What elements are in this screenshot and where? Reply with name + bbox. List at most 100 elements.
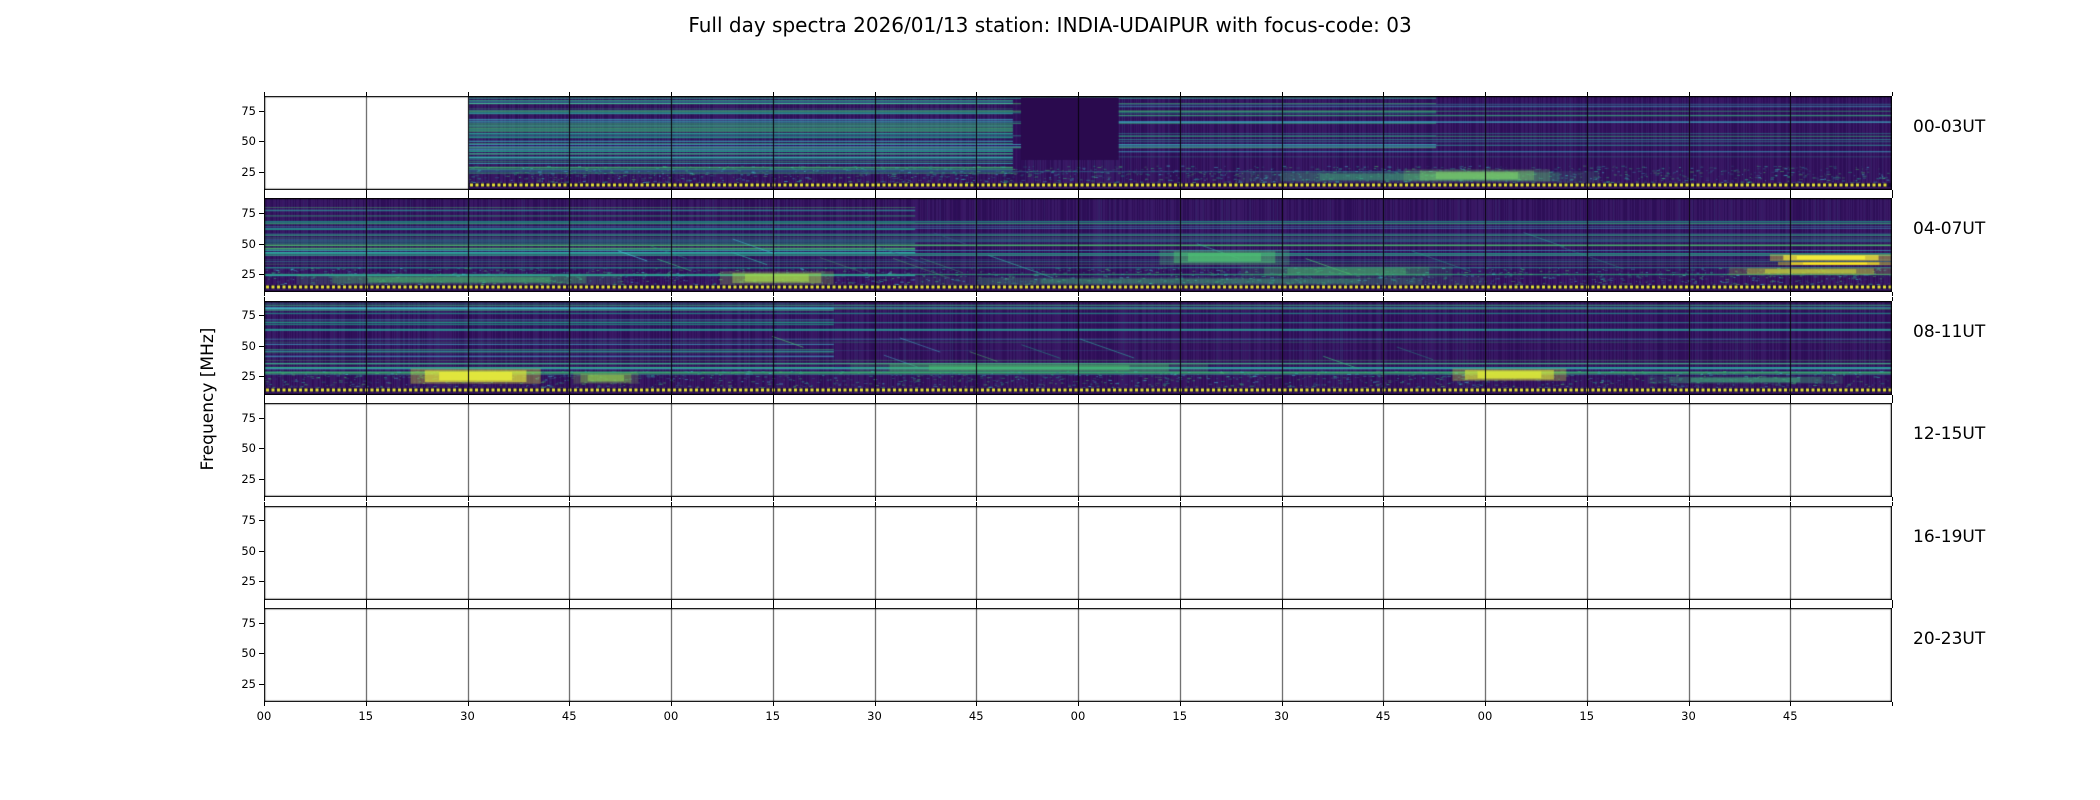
x-tick-mark — [1892, 702, 1893, 706]
x-tick-mark — [1383, 604, 1385, 608]
x-tick-mark — [1586, 292, 1588, 297]
x-tick-mark — [874, 92, 876, 96]
x-tick-mark — [1790, 194, 1792, 199]
spectrogram-panel-16-19UT — [264, 505, 1892, 600]
x-tick-mark — [569, 296, 571, 301]
x-tick-mark — [874, 394, 876, 399]
x-tick-mark — [1485, 194, 1486, 199]
x-tick-mark — [365, 599, 367, 604]
x-tick-mark — [976, 394, 978, 399]
x-tick-mark — [772, 604, 774, 608]
x-tick-mark — [365, 399, 367, 404]
y-tick-label: 75 — [241, 308, 256, 323]
x-tick-mark — [671, 399, 672, 404]
x-tick-mark — [1688, 296, 1690, 301]
x-tick-mark — [1179, 394, 1181, 399]
x-tick-mark — [976, 296, 978, 301]
y-tick-label: 75 — [241, 206, 256, 221]
y-tick-label: 25 — [241, 164, 256, 179]
x-tick-mark — [874, 296, 876, 301]
spectrogram-canvas — [264, 608, 1892, 702]
x-tick-mark — [1892, 194, 1893, 199]
x-tick-mark — [671, 92, 672, 96]
x-tick-mark — [365, 92, 367, 96]
x-tick-mark — [671, 702, 672, 706]
x-tick-mark — [1383, 296, 1385, 301]
x-tick-mark — [467, 394, 469, 399]
y-tick-label: 25 — [241, 267, 256, 282]
x-tick-mark — [264, 604, 265, 608]
x-tick-mark — [569, 604, 571, 608]
x-tick-mark — [1892, 497, 1893, 502]
x-tick-mark — [1790, 702, 1792, 706]
x-tick-mark — [1485, 497, 1486, 502]
y-tick-mark — [259, 243, 264, 245]
x-tick-mark — [1485, 394, 1486, 399]
x-tick-mark — [1281, 702, 1283, 706]
x-tick-label: 30 — [1274, 709, 1289, 723]
x-tick-mark — [569, 92, 571, 96]
x-tick-mark — [1281, 190, 1283, 194]
x-tick-mark — [874, 497, 876, 502]
x-tick-mark — [1078, 296, 1079, 301]
x-tick-mark — [467, 604, 469, 608]
y-tick-mark — [259, 683, 264, 685]
x-tick-label: 00 — [663, 709, 679, 723]
y-tick-label: 50 — [241, 338, 256, 353]
y-tick-label: 75 — [241, 103, 256, 118]
y-tick-mark — [259, 213, 264, 215]
x-tick-mark — [976, 604, 978, 608]
y-tick-label: 75 — [241, 615, 256, 630]
x-tick-mark — [671, 190, 672, 194]
x-tick-mark — [1485, 296, 1486, 301]
x-tick-mark — [1179, 292, 1181, 297]
y-tick-label: 25 — [241, 471, 256, 486]
x-tick-mark — [1485, 92, 1486, 96]
x-tick-mark — [365, 702, 367, 706]
x-tick-mark — [1383, 92, 1385, 96]
x-tick-mark — [1892, 292, 1893, 297]
x-tick-mark — [1281, 194, 1283, 199]
x-tick-mark — [264, 497, 265, 502]
x-tick-mark — [874, 599, 876, 604]
x-tick-mark — [1485, 702, 1486, 706]
x-tick-label: 45 — [561, 709, 577, 723]
spectrogram-panel-20-23UT — [264, 608, 1892, 702]
x-tick-mark — [976, 702, 978, 706]
x-tick-mark — [365, 501, 367, 506]
x-tick-mark — [1688, 599, 1690, 604]
x-tick-mark — [1892, 604, 1893, 608]
x-tick-label: 15 — [1579, 709, 1595, 723]
x-tick-mark — [467, 292, 469, 297]
x-tick-mark — [1485, 599, 1486, 604]
x-tick-mark — [874, 190, 876, 194]
x-tick-mark — [1179, 194, 1181, 199]
y-tick-label: 25 — [241, 574, 256, 589]
x-tick-mark — [772, 296, 774, 301]
x-tick-mark — [1383, 399, 1385, 404]
x-tick-mark — [1383, 702, 1385, 706]
x-tick-mark — [1688, 190, 1690, 194]
x-tick-mark — [467, 497, 469, 502]
x-tick-label: 45 — [1375, 709, 1391, 723]
y-tick-mark — [259, 376, 264, 378]
x-tick-mark — [1586, 702, 1588, 706]
x-tick-mark — [1688, 399, 1690, 404]
x-tick-mark — [1892, 501, 1893, 506]
x-tick-mark — [1179, 296, 1181, 301]
x-tick-mark — [1790, 399, 1792, 404]
x-tick-mark — [976, 92, 978, 96]
x-tick-mark — [1790, 501, 1792, 506]
x-tick-mark — [1485, 604, 1486, 608]
x-tick-mark — [1281, 92, 1283, 96]
x-tick-mark — [365, 604, 367, 608]
x-tick-mark — [1586, 399, 1588, 404]
x-tick-mark — [1586, 394, 1588, 399]
spectrogram-panel-04-07UT — [264, 198, 1892, 293]
x-tick-mark — [1485, 292, 1486, 297]
x-tick-mark — [671, 292, 672, 297]
x-tick-mark — [467, 194, 469, 199]
y-tick-label: 50 — [241, 134, 256, 149]
spectrogram-canvas — [264, 505, 1892, 600]
x-tick-mark — [1790, 92, 1792, 96]
